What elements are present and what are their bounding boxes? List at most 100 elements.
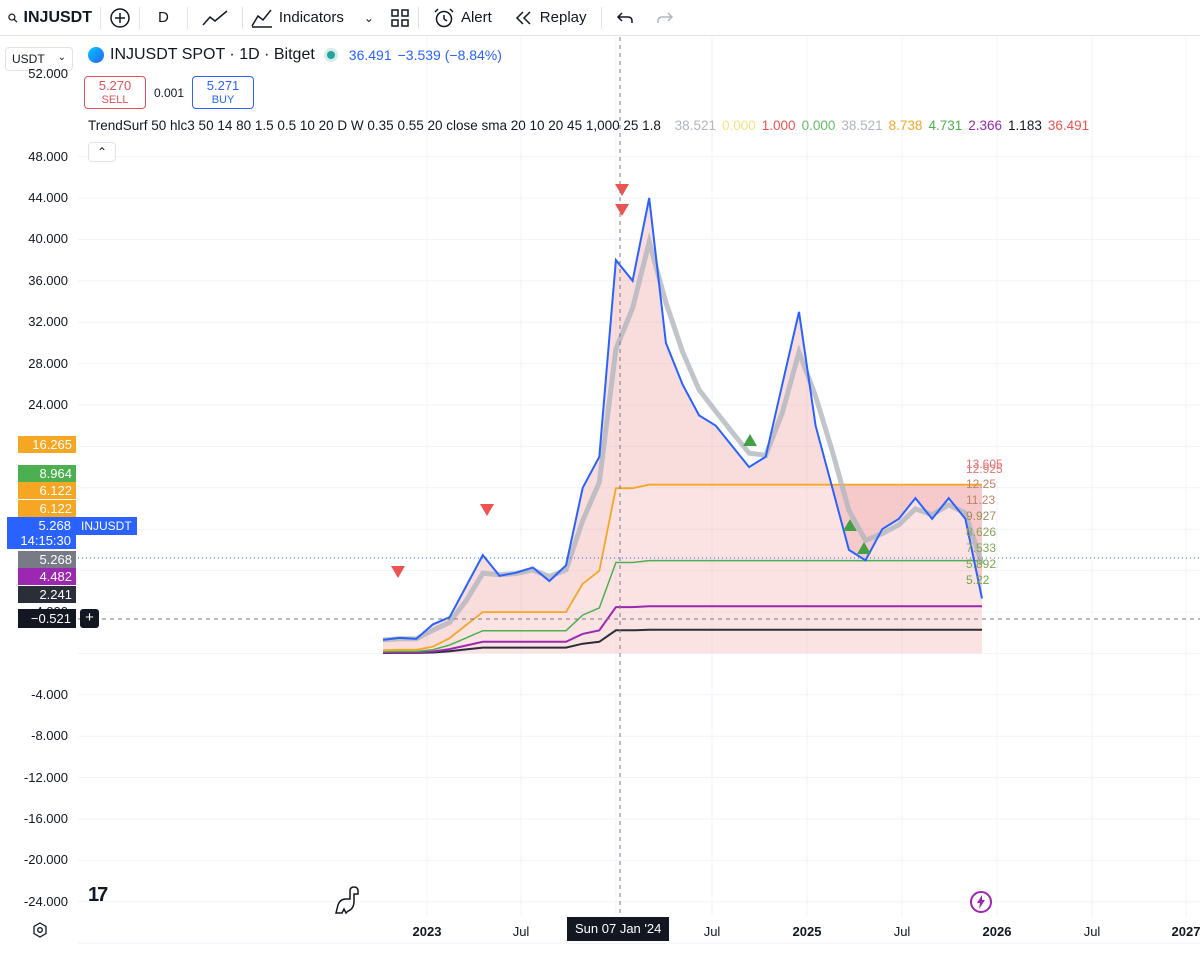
chart-type-button[interactable] xyxy=(188,0,242,36)
crosshair-price-label: −0.521 xyxy=(18,609,76,628)
price-tick: 32.000 xyxy=(28,314,68,330)
symbol-title[interactable]: INJUSDT SPOT · 1D · Bitget xyxy=(110,46,315,63)
divider xyxy=(186,6,188,29)
plus-icon: + xyxy=(85,609,94,626)
indicator-level-label: 5.22 xyxy=(966,573,990,587)
indicator-value: 0.000 xyxy=(721,118,756,133)
price-tick: -12.000 xyxy=(23,769,68,785)
indicator-price-badge: 16.265 xyxy=(18,436,76,453)
trade-panel: 5.270 SELL 0.001 5.271 BUY xyxy=(84,76,255,109)
indicator-level-label: 5.892 xyxy=(966,557,997,571)
divider xyxy=(139,6,140,29)
market-open-indicator xyxy=(326,51,335,59)
chart-grid xyxy=(78,37,1200,944)
trend-zone-fill xyxy=(383,484,982,654)
replay-button[interactable]: Replay xyxy=(500,0,595,36)
trend-bands xyxy=(383,198,982,654)
line-chart-icon xyxy=(202,9,228,25)
green-curve xyxy=(382,559,982,653)
alert-button[interactable]: Alert xyxy=(419,0,500,36)
buy-signal-marker xyxy=(743,434,757,446)
price-tick: 48.000 xyxy=(28,148,68,164)
chevron-up-icon: ⌃ xyxy=(96,145,108,159)
add-plus-button[interactable]: + xyxy=(80,609,99,628)
sell-signal-marker xyxy=(615,184,629,196)
injective-logo-icon xyxy=(88,47,104,63)
indicator-value: 38.521 xyxy=(841,118,883,133)
add-symbol-icon xyxy=(110,7,130,28)
indicator-price-badge: 6.122 xyxy=(18,482,76,499)
indicators-button[interactable]: Indicators ⌄ xyxy=(243,0,382,36)
spread-value: 0.001 xyxy=(154,85,185,100)
symbol-price-label: INJUSDT xyxy=(76,517,137,535)
symbol-name: INJUSDT xyxy=(23,8,92,26)
divider xyxy=(241,6,243,29)
current-price-badge: 5.268 14:15:30 xyxy=(7,517,76,549)
compare-button[interactable] xyxy=(101,0,139,36)
price-change: −3.539 (−8.84%) xyxy=(397,47,502,63)
chart-area[interactable] xyxy=(0,37,1200,953)
signal-markers xyxy=(391,184,871,578)
indicator-level-label: 7.533 xyxy=(966,541,997,555)
indicator-params: TrendSurf 50 hlc3 50 14 80 1.5 0.5 10 20… xyxy=(88,118,661,133)
indicator-value: 1.183 xyxy=(1008,118,1042,133)
redo-button[interactable] xyxy=(648,0,682,36)
indicator-value: 38.521 xyxy=(674,118,716,133)
time-tick: 2027 xyxy=(1171,924,1200,939)
purple-curve xyxy=(382,605,982,654)
time-tick: Jul xyxy=(1083,924,1101,939)
chevron-down-icon: ⌄ xyxy=(57,52,66,63)
buy-signal-marker xyxy=(843,519,857,531)
indicator-price-badge: 2.241 xyxy=(18,586,76,603)
price-tick: -20.000 xyxy=(23,852,68,868)
price-chart[interactable] xyxy=(0,37,1200,953)
indicator-right-labels: 13.605 12.925 12.25 11.23 9.927 8.626 7.533 5.8… xyxy=(966,458,1003,587)
indicator-level-label: 8.626 xyxy=(966,525,997,539)
redo-icon xyxy=(656,11,673,23)
indicator-legend[interactable]: TrendSurf 50 hlc3 50 14 80 1.5 0.5 10 20… xyxy=(88,118,1093,133)
last-price: 36.491 xyxy=(348,47,392,63)
price-tick: 28.000 xyxy=(28,355,68,371)
sell-signal-marker xyxy=(615,204,629,216)
tradingview-logo[interactable]: 17 xyxy=(88,884,108,906)
price-tick: 36.000 xyxy=(28,272,68,288)
sell-label: SELL xyxy=(101,94,129,106)
price-tick: 52.000 xyxy=(28,66,68,81)
buy-price: 5.271 xyxy=(206,78,240,93)
indicator-level-label: 13.605 xyxy=(966,457,1003,471)
divider xyxy=(600,6,602,29)
indicator-level-label: 11.23 xyxy=(966,493,996,507)
sell-price: 5.270 xyxy=(98,78,132,93)
chevron-down-icon[interactable]: ⌄ xyxy=(363,10,374,25)
currency-select[interactable]: USDT ⌄ xyxy=(5,47,73,71)
indicator-lines xyxy=(382,197,985,654)
indicator-value: 36.491 xyxy=(1047,118,1090,133)
indicator-price-badge: 5.268 xyxy=(18,551,76,568)
symbol-legend: INJUSDT SPOT · 1D · Bitget 36.491 −3.539… xyxy=(88,46,502,64)
indicator-level-label: 9.927 xyxy=(966,509,997,523)
indicator-values: 38.521 0.000 1.000 0.000 38.521 8.738 4.731 2.3… xyxy=(669,118,1089,133)
baseline-curve xyxy=(382,628,982,654)
indicator-value: 8.738 xyxy=(888,118,923,133)
symbol-search[interactable]: INJUSDT xyxy=(0,0,100,36)
price-zone-fill xyxy=(383,198,982,651)
grid-icon xyxy=(391,8,409,27)
divider xyxy=(417,6,419,29)
indicator-level-label: 12.25 xyxy=(966,477,997,491)
price-tick: -4.000 xyxy=(31,686,68,702)
price-tick: -24.000 xyxy=(23,893,68,909)
sell-button[interactable]: 5.270 SELL xyxy=(84,76,146,109)
dinosaur-icon[interactable] xyxy=(332,885,360,915)
layouts-button[interactable] xyxy=(382,0,418,36)
time-tick: Jul xyxy=(703,924,721,939)
collapse-legend-button[interactable]: ⌃ xyxy=(88,142,116,162)
rewind-icon xyxy=(515,10,531,25)
buy-button[interactable]: 5.271 BUY xyxy=(192,76,255,109)
settings-icon[interactable] xyxy=(32,922,48,938)
lightning-icon[interactable] xyxy=(969,890,993,914)
interval-button[interactable]: D xyxy=(140,0,187,36)
undo-button[interactable] xyxy=(602,0,648,36)
bar-countdown: 14:15:30 xyxy=(20,533,71,548)
buy-label: BUY xyxy=(211,94,235,106)
price-tick: -8.000 xyxy=(31,728,68,744)
